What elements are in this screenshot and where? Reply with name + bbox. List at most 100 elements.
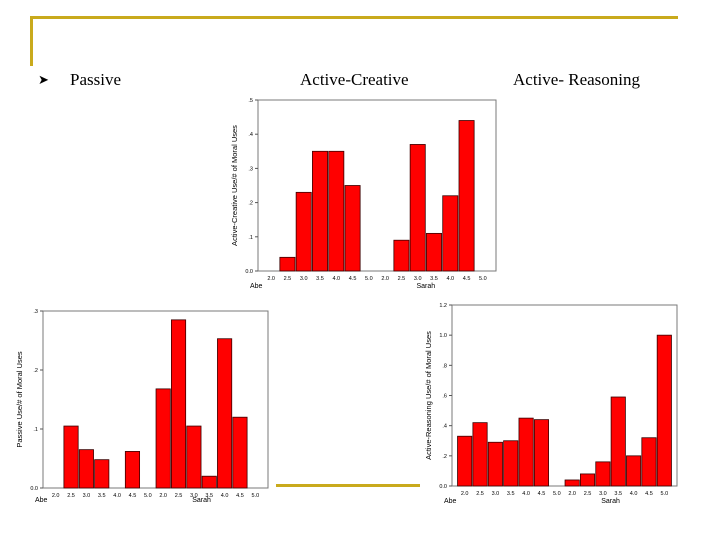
x-tick-label: 4.5 <box>645 491 653 497</box>
bar <box>595 461 611 487</box>
x-tick-label: 3.5 <box>430 276 438 282</box>
bar <box>518 417 534 487</box>
bar <box>295 191 312 272</box>
arrow-bullet-icon: ➤ <box>38 72 49 87</box>
y-tick-label: 1.2 <box>439 303 447 309</box>
x-tick-label: 4.0 <box>332 276 340 282</box>
x-tick-label: 4.0 <box>522 491 530 497</box>
x-tick-label: 2.5 <box>175 493 183 499</box>
x-tick-label: 2.0 <box>159 493 167 499</box>
bar <box>170 319 187 489</box>
x-tick-label: 4.5 <box>129 493 137 499</box>
bar <box>610 396 626 487</box>
x-tick-label: 3.0 <box>599 491 607 497</box>
bar <box>63 425 79 489</box>
x-tick-label: 3.5 <box>316 276 324 282</box>
x-tick-label: 4.0 <box>446 276 454 282</box>
bar <box>279 256 296 272</box>
group-label: Abe <box>35 497 48 504</box>
bar <box>78 449 94 489</box>
bar <box>457 435 473 487</box>
x-tick-label: 2.0 <box>267 276 275 282</box>
y-axis-label: Passive Use/# of Moral Uses <box>15 351 24 448</box>
x-tick-label: 3.5 <box>98 493 106 499</box>
y-tick-label: .1 <box>248 235 253 241</box>
x-tick-label: 4.0 <box>113 493 121 499</box>
x-tick-label: 3.0 <box>83 493 91 499</box>
bottom-accent-rule <box>276 484 420 487</box>
x-tick-label: 2.5 <box>476 491 484 497</box>
x-tick-label: 4.5 <box>538 491 546 497</box>
bar <box>487 441 503 487</box>
bar <box>641 437 657 487</box>
x-tick-label: 5.0 <box>251 493 259 499</box>
y-tick-label: 1.0 <box>439 333 447 339</box>
x-tick-label: 4.5 <box>463 276 471 282</box>
x-tick-label: 2.5 <box>284 276 292 282</box>
y-tick-label: .6 <box>442 394 447 400</box>
bar <box>124 451 141 489</box>
bar <box>442 195 459 272</box>
bar <box>186 425 202 489</box>
bar <box>217 338 233 489</box>
left-accent-rule <box>30 16 33 66</box>
x-tick-label: 4.5 <box>236 493 244 499</box>
x-tick-label: 2.0 <box>52 493 60 499</box>
bar <box>94 459 110 489</box>
bar <box>328 150 345 272</box>
y-tick-label: .8 <box>442 363 447 369</box>
group-label: Sarah <box>417 283 436 290</box>
group-label: Sarah <box>601 498 620 505</box>
y-tick-label: .2 <box>33 368 38 374</box>
bar <box>458 120 475 272</box>
y-axis-label: Active-Reasoning Use/# of Moral Uses <box>424 331 433 460</box>
group-label: Abe <box>250 283 263 290</box>
group-label: Sarah <box>192 497 211 504</box>
top-accent-rule <box>30 16 678 19</box>
x-tick-label: 2.0 <box>461 491 469 497</box>
bar <box>232 416 248 489</box>
x-tick-label: 2.0 <box>568 491 576 497</box>
x-tick-label: 3.5 <box>205 493 213 499</box>
x-tick-label: 5.0 <box>660 491 668 497</box>
y-tick-label: .1 <box>33 427 38 433</box>
bar <box>579 473 596 487</box>
bar <box>426 232 442 272</box>
x-tick-label: 3.5 <box>507 491 515 497</box>
heading-passive: Passive <box>70 70 121 89</box>
y-tick-label: .2 <box>248 201 253 207</box>
x-tick-label: 4.0 <box>221 493 229 499</box>
bar <box>393 239 410 272</box>
bar <box>344 185 361 272</box>
x-tick-label: 3.5 <box>614 491 622 497</box>
x-tick-label: 4.5 <box>349 276 357 282</box>
heading-active-creative: Active-Creative <box>300 70 409 89</box>
passive-chart: 0.0 .1 .2 .3 Passive Use/# of Moral Uses 2.0 2… <box>15 309 269 504</box>
bar <box>312 150 328 272</box>
x-tick-label: 3.0 <box>300 276 308 282</box>
y-tick-label: .3 <box>33 309 38 315</box>
x-tick-label: 2.0 <box>381 276 389 282</box>
bar <box>626 455 642 487</box>
group-label: Abe <box>444 498 457 505</box>
x-tick-label: 3.0 <box>190 493 198 499</box>
bar <box>155 388 171 489</box>
bar <box>656 334 672 487</box>
x-tick-label: 5.0 <box>553 491 561 497</box>
y-tick-label: .5 <box>248 98 253 104</box>
x-tick-label: 5.0 <box>365 276 373 282</box>
x-tick-label: 5.0 <box>144 493 152 499</box>
bar <box>472 422 488 487</box>
y-tick-label: .4 <box>442 424 447 430</box>
bar <box>564 479 580 487</box>
bar <box>503 440 519 487</box>
y-axis-label: Active-Creative Use/# of Moral Uses <box>230 125 239 246</box>
x-tick-label: 2.5 <box>398 276 406 282</box>
y-tick-label: 0.0 <box>30 486 38 492</box>
x-tick-label: 5.0 <box>479 276 487 282</box>
x-tick-label: 2.5 <box>584 491 592 497</box>
y-tick-label: 0.0 <box>245 269 253 275</box>
x-tick-label: 3.0 <box>414 276 422 282</box>
active-creative-chart: 0.0 .1 .2 .3 .4 .5 Active-Creative Use/# of Mo… <box>230 98 497 290</box>
x-tick-label: 4.0 <box>630 491 638 497</box>
